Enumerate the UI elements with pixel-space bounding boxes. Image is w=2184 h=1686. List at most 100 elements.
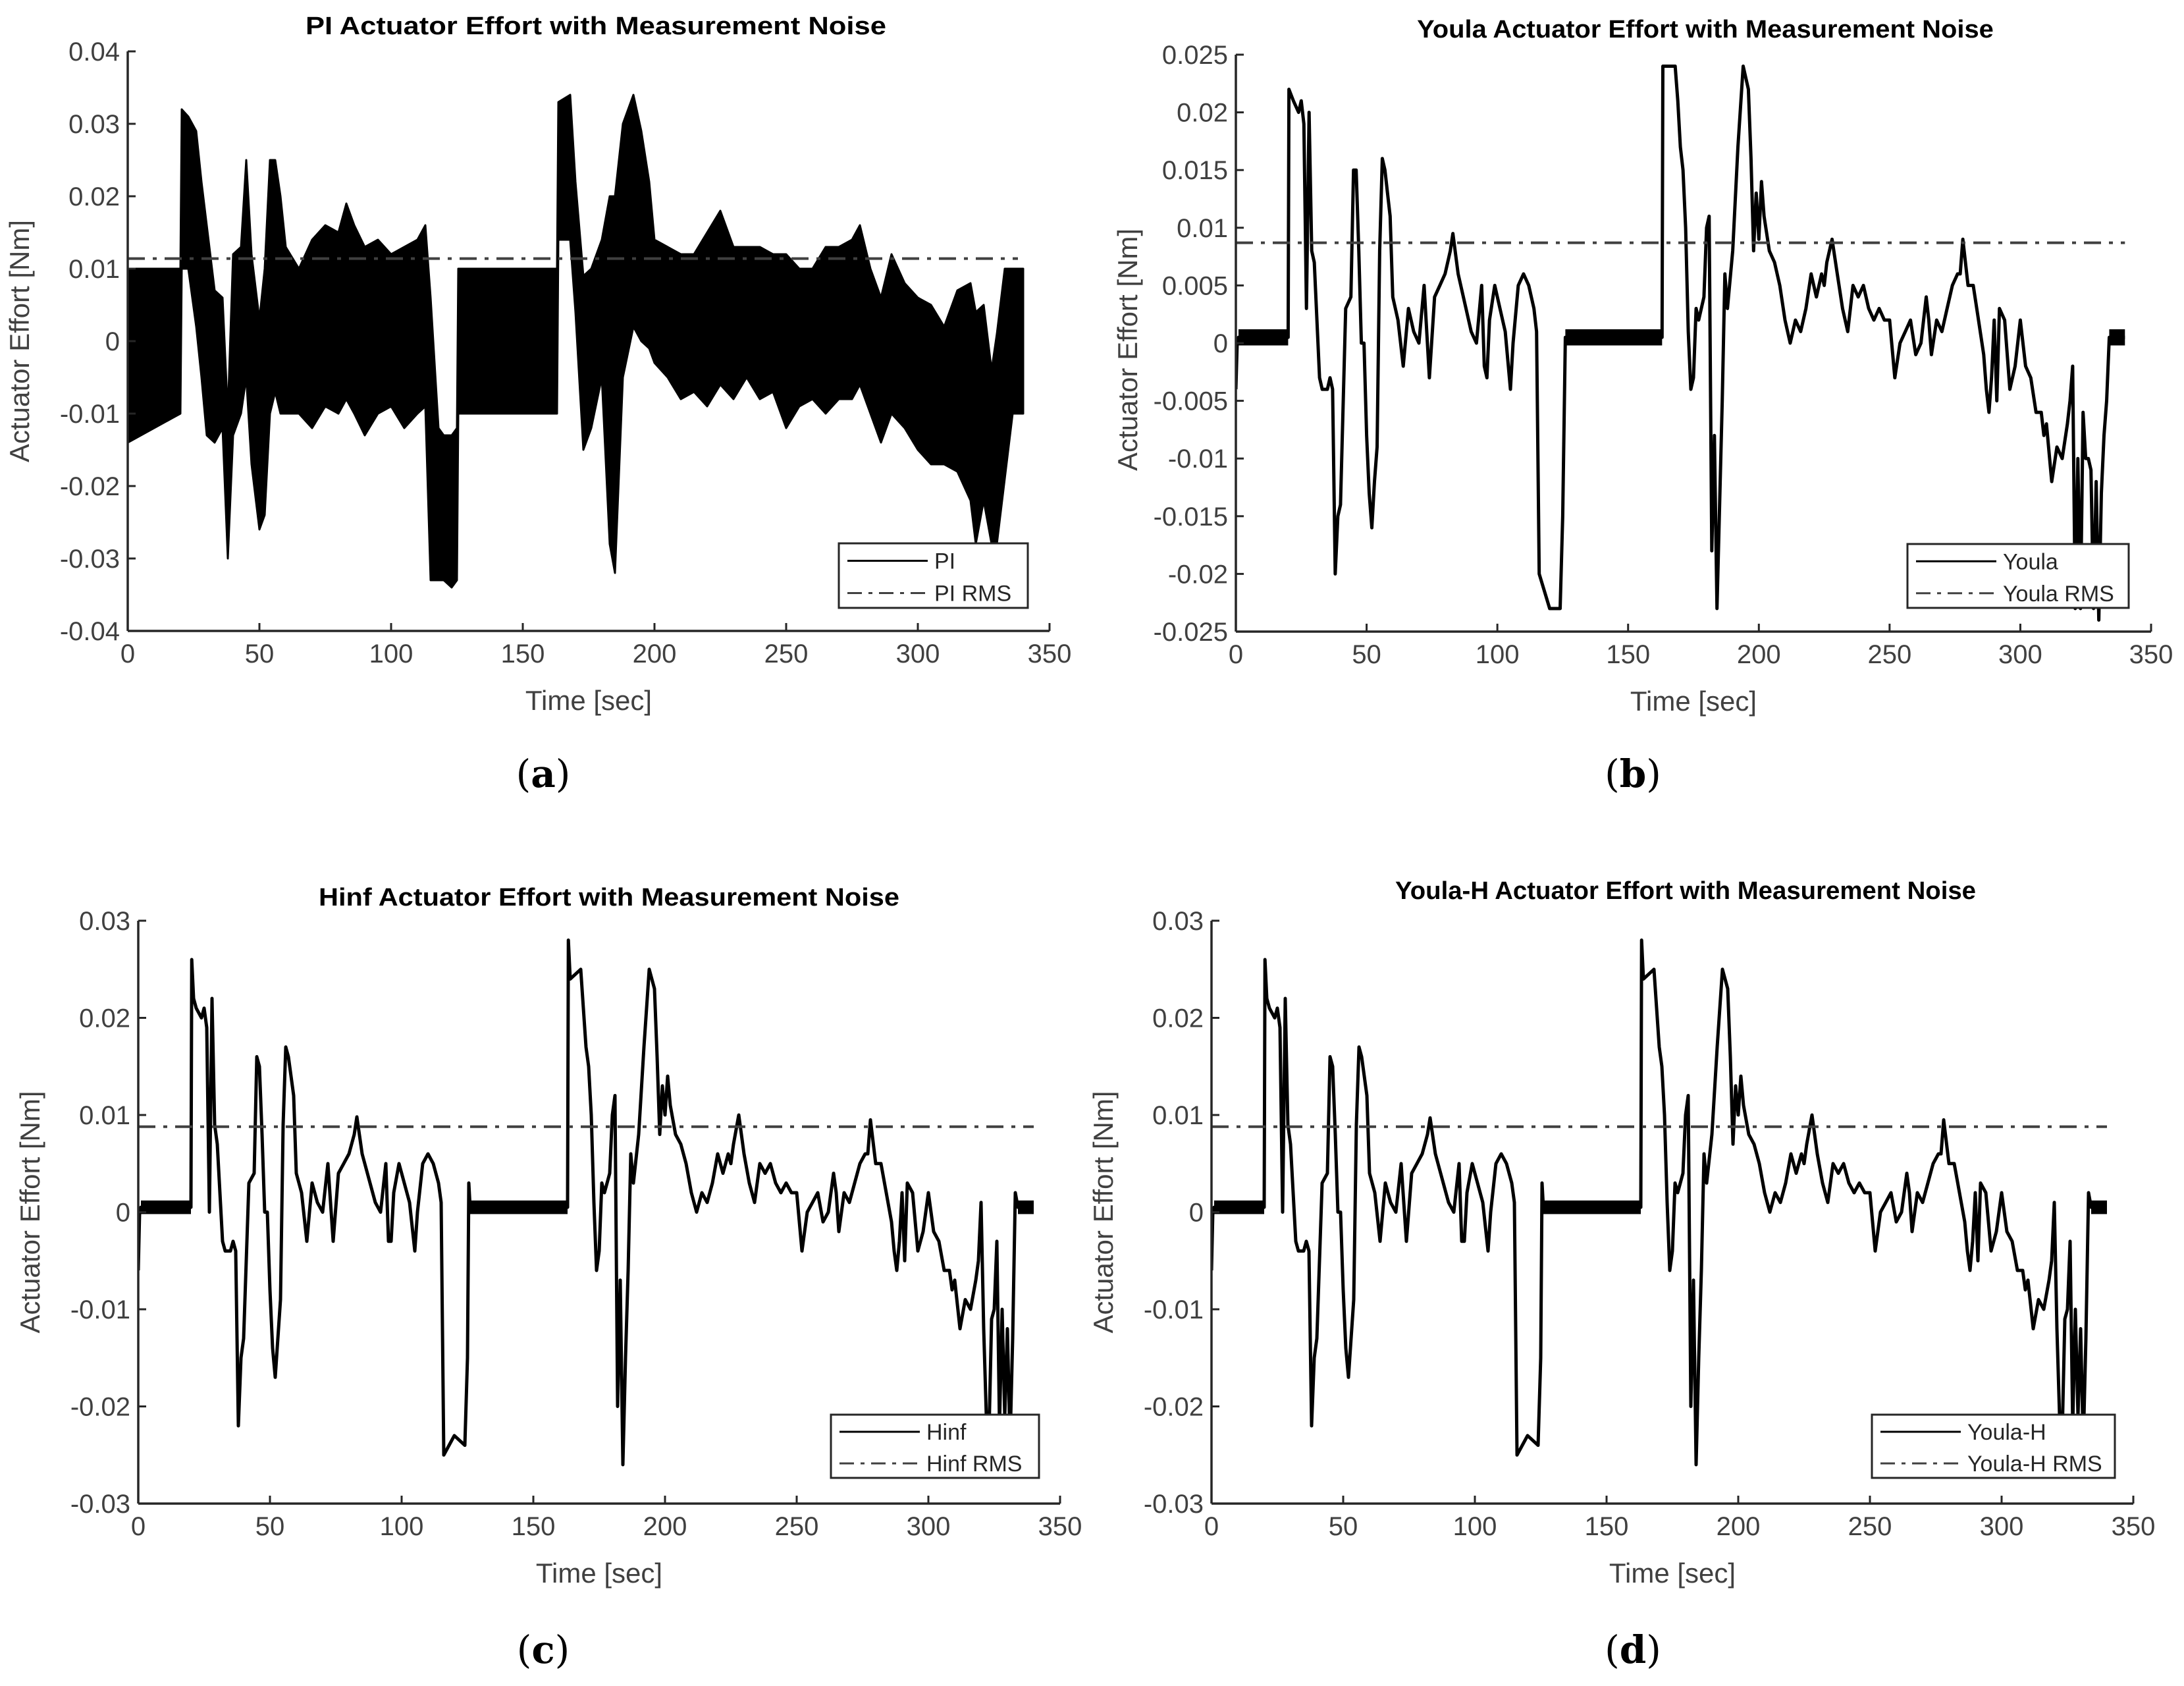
x-tick-label: 150 <box>1585 1512 1629 1541</box>
noise-band <box>470 1200 568 1214</box>
x-tick-label: 250 <box>775 1512 819 1541</box>
y-tick-label: -0.03 <box>1144 1490 1204 1519</box>
y-tick-label: -0.01 <box>1144 1295 1204 1324</box>
y-tick-label: 0.03 <box>1152 907 1204 936</box>
noise-band <box>1543 1200 1641 1214</box>
y-axis-label: Actuator Effort [Nm] <box>4 220 35 462</box>
legend-label: Hinf <box>926 1420 967 1445</box>
y-tick-label: -0.03 <box>60 545 120 574</box>
y-tick-label: -0.01 <box>60 400 120 429</box>
x-axis-label: Time [sec] <box>1609 1558 1736 1589</box>
axes: 0 50 100 150 200 250 300 350 -0.04 -0.03 -0.02 -0.0… <box>60 38 1072 668</box>
legend-label: Youla RMS <box>2003 582 2114 607</box>
x-tick-label: 200 <box>1717 1512 1761 1541</box>
x-tick-label: 50 <box>245 639 275 668</box>
series-line <box>1236 65 2125 622</box>
x-tick-label: 350 <box>2129 640 2173 669</box>
y-tick-label: 0 <box>1189 1199 1204 1228</box>
x-axis-label: Time [sec] <box>536 1558 662 1589</box>
x-tick-label: 0 <box>1229 640 1243 669</box>
panel-c: Hinf Actuator Effort with Measurement No… <box>14 884 1082 1672</box>
y-axis-label: Actuator Effort [Nm] <box>1088 1091 1119 1333</box>
legend-box <box>830 1413 1040 1479</box>
y-tick-label: 0.03 <box>68 110 120 139</box>
y-tick-label: -0.02 <box>70 1393 130 1422</box>
x-tick-label: 250 <box>1867 640 1911 669</box>
series-line <box>128 94 1025 589</box>
y-axis-label: Actuator Effort [Nm] <box>14 1091 45 1333</box>
noise-band <box>2109 329 2125 346</box>
panel-a: PI Actuator Effort with Measurement Nois… <box>4 13 1071 796</box>
legend-box <box>838 542 1029 609</box>
panel-b: Youla Actuator Effort with Measurement N… <box>1112 16 2173 796</box>
legend: Hinf Hinf RMS <box>830 1413 1040 1479</box>
y-tick-label: 0.01 <box>68 255 120 284</box>
plot-area <box>1212 938 2107 1467</box>
y-tick-label: 0.02 <box>68 182 120 211</box>
x-tick-label: 300 <box>907 1512 951 1541</box>
y-tick-label: -0.02 <box>1168 560 1228 589</box>
x-tick-label: 50 <box>255 1512 285 1541</box>
plot-area <box>1236 65 2125 622</box>
y-tick-label: -0.02 <box>60 472 120 501</box>
legend-label: Youla-H RMS <box>1967 1452 2102 1477</box>
noise-band <box>1214 1200 1264 1214</box>
x-tick-label: 350 <box>1028 639 1072 668</box>
y-tick-label: 0.02 <box>1152 1004 1204 1033</box>
y-tick-label: 0 <box>1213 329 1228 358</box>
x-tick-label: 100 <box>1453 1512 1497 1541</box>
subfigure-caption: (b) <box>1605 751 1661 796</box>
x-tick-label: 150 <box>512 1512 556 1541</box>
y-axis-label: Actuator Effort [Nm] <box>1112 229 1143 471</box>
x-axis-label: Time [sec] <box>525 685 652 716</box>
y-tick-label: 0.015 <box>1162 156 1228 185</box>
x-tick-label: 100 <box>369 639 413 668</box>
y-tick-label: -0.01 <box>1168 445 1228 474</box>
x-axis-label: Time [sec] <box>1630 686 1757 717</box>
y-tick-label: -0.005 <box>1154 387 1228 416</box>
x-tick-label: 50 <box>1329 1512 1358 1541</box>
y-tick-label: 0.01 <box>1177 214 1228 243</box>
legend-label: PI <box>934 549 955 574</box>
panel-d: Youla-H Actuator Effort with Measurement… <box>1088 877 2155 1672</box>
x-tick-label: 200 <box>633 639 677 668</box>
legend: Youla Youla RMS <box>1906 543 2130 609</box>
y-tick-label: -0.04 <box>60 617 120 646</box>
x-tick-label: 150 <box>501 639 545 668</box>
x-tick-label: 300 <box>1980 1512 2024 1541</box>
y-tick-label: 0.02 <box>1177 99 1228 128</box>
y-tick-label: 0 <box>105 327 120 356</box>
noise-band <box>2091 1200 2107 1214</box>
x-tick-label: 350 <box>1038 1512 1082 1541</box>
x-tick-label: 300 <box>896 639 940 668</box>
y-tick-label: 0.03 <box>79 907 130 936</box>
y-tick-label: -0.03 <box>70 1490 130 1519</box>
x-tick-label: 0 <box>1204 1512 1219 1541</box>
x-tick-label: 250 <box>1848 1512 1892 1541</box>
x-tick-label: 200 <box>1737 640 1781 669</box>
subfigure-caption: (d) <box>1605 1627 1661 1672</box>
plot-area <box>128 94 1025 589</box>
noise-band <box>1565 329 1663 346</box>
x-tick-label: 200 <box>643 1512 687 1541</box>
x-tick-label: 350 <box>2112 1512 2156 1541</box>
axes: 0 50 100 150 200 250 300 350 -0.03 -0.02 -0.01 0 0.0… <box>70 907 1082 1541</box>
legend-label: Youla <box>2003 549 2058 574</box>
legend-box <box>1871 1413 2116 1479</box>
y-tick-label: 0.04 <box>68 38 120 67</box>
y-tick-label: -0.01 <box>70 1295 130 1324</box>
x-tick-label: 0 <box>120 639 135 668</box>
y-tick-label: -0.015 <box>1154 503 1228 531</box>
y-tick-label: 0.01 <box>1152 1101 1204 1130</box>
legend-label: Youla-H <box>1967 1420 2046 1445</box>
x-tick-label: 100 <box>380 1512 424 1541</box>
chart-title: Youla-H Actuator Effort with Measurement… <box>1395 877 1976 905</box>
x-tick-label: 250 <box>764 639 809 668</box>
noise-band <box>141 1200 191 1214</box>
x-tick-label: 150 <box>1606 640 1650 669</box>
chart-title: PI Actuator Effort with Measurement Nois… <box>306 13 886 40</box>
chart-title: Youla Actuator Effort with Measurement N… <box>1417 16 1994 43</box>
x-tick-label: 50 <box>1352 640 1381 669</box>
plot-area <box>138 938 1034 1467</box>
